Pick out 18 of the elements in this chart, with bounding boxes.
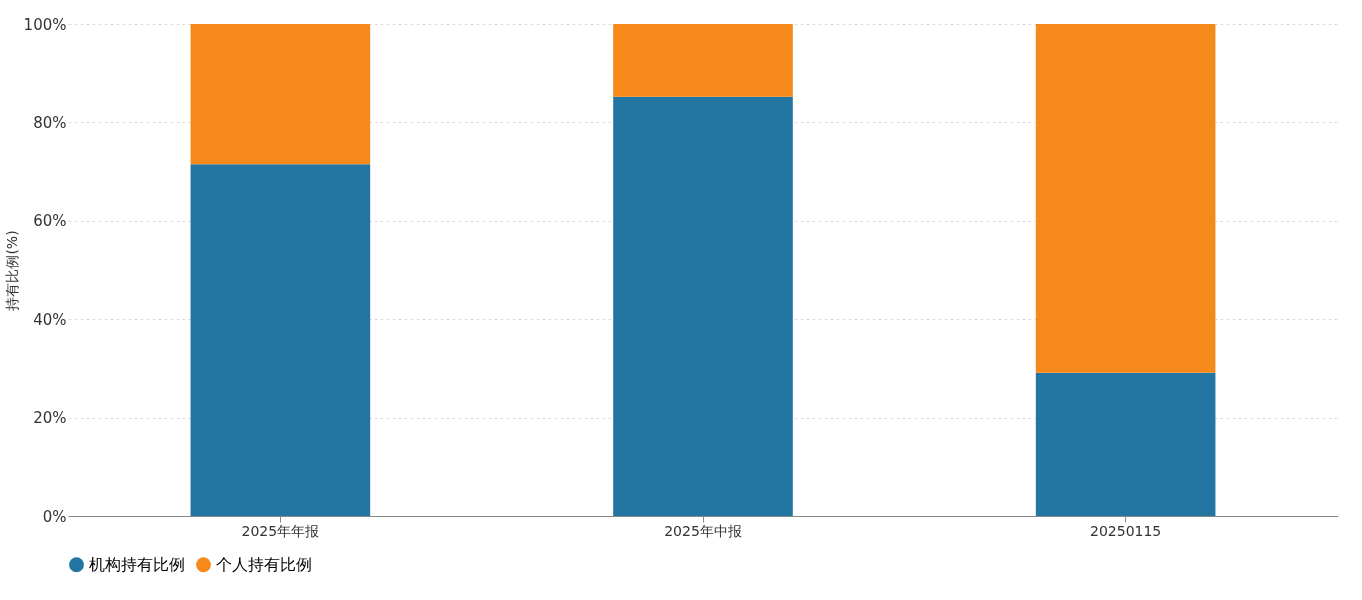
y-tick-label: 0%	[42, 507, 67, 526]
y-tick-label: 40%	[33, 310, 67, 329]
x-tick-label: 20250115	[1090, 522, 1162, 539]
bar	[1035, 372, 1216, 516]
bar	[1035, 24, 1216, 373]
bar	[190, 24, 371, 165]
legend-label: 机构持有比例	[89, 554, 185, 574]
y-axis-title: 持有比例(%)	[3, 230, 20, 311]
y-tick-label: 60%	[33, 212, 67, 231]
bar	[613, 24, 793, 97]
y-tick-label: 100%	[23, 15, 67, 34]
bar	[613, 96, 793, 516]
bar	[190, 164, 371, 516]
x-tick-label: 2025年中报	[664, 522, 742, 539]
legend-label: 个人持有比例	[216, 554, 312, 574]
y-tick-label: 80%	[33, 113, 67, 132]
y-tick-label: 20%	[33, 409, 67, 428]
x-tick-label: 2025年年报	[241, 522, 320, 539]
